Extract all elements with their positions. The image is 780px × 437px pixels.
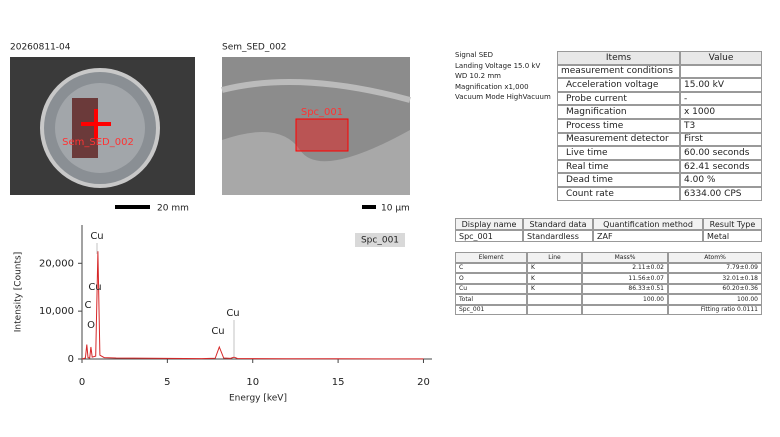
table-cell: 32.01±0.18	[668, 273, 762, 284]
peak-label: Cu	[226, 308, 239, 319]
table-cell	[527, 304, 582, 315]
image-label: 20260811-04	[10, 43, 71, 53]
metadata-line: Landing Voltage 15.0 kV	[455, 61, 541, 70]
sem-texture	[222, 130, 410, 195]
peak-label: Cu	[211, 326, 224, 337]
table-header: Line	[527, 252, 582, 263]
table-cell: Live time	[557, 146, 680, 160]
table-cell: K	[527, 283, 582, 294]
table-cell: 62.41 seconds	[680, 159, 762, 174]
table-cell: measurement conditions	[557, 64, 680, 79]
spectrum-line	[81, 251, 424, 360]
table-header: Mass%	[582, 252, 668, 263]
table-cell: First	[680, 132, 762, 147]
x-axis-label: Energy [keV]	[229, 394, 287, 404]
table-cell: 60.20±0.36	[668, 283, 762, 294]
table-cell: 7.79±0.09	[668, 262, 762, 273]
sample-stub	[55, 83, 145, 173]
table-cell: T3	[680, 119, 762, 133]
scale-label: 20 mm	[157, 204, 189, 214]
sample	[72, 98, 98, 158]
table-header: Atom%	[668, 252, 762, 263]
peak-label: Cu	[88, 282, 101, 293]
table-header: Value	[680, 51, 762, 65]
table-cell: Real time	[557, 159, 680, 174]
table-cell: Metal	[703, 230, 762, 242]
table-cell: Process time	[557, 119, 680, 133]
table-cell: K	[527, 273, 582, 284]
table-cell: 86.33±0.51	[582, 283, 668, 294]
crosshair	[81, 109, 111, 139]
table-cell: Total	[455, 294, 527, 305]
table-cell: Fitting ratio 0.0111	[668, 304, 762, 315]
table-cell: Magnification	[557, 105, 680, 119]
y-tick-label: 20,000	[39, 258, 74, 269]
table-cell	[527, 294, 582, 305]
scale-bar	[115, 205, 150, 209]
table-header: Items	[557, 51, 680, 65]
table-cell: C	[455, 262, 527, 273]
table-cell: x 1000	[680, 105, 762, 119]
analysis-region	[295, 118, 349, 152]
table-cell: Standardless	[523, 230, 593, 242]
table-cell: Measurement detector	[557, 132, 680, 147]
table-cell	[582, 304, 668, 315]
table-cell: Spc_001	[455, 230, 523, 242]
table-cell: Spc_001	[455, 304, 527, 315]
peak-label: O	[87, 320, 95, 331]
x-tick-label: 15	[332, 377, 345, 388]
peak-label: Cu	[90, 231, 103, 242]
table-cell: Acceleration voltage	[557, 78, 680, 92]
table-cell: 4.00 %	[680, 173, 762, 187]
peak-label: C	[85, 300, 92, 311]
table-cell: Count rate	[557, 187, 680, 201]
table-cell: 60.00 seconds	[680, 146, 762, 160]
table-cell	[680, 64, 762, 79]
table-cell: K	[527, 262, 582, 273]
table-cell: 100.00	[582, 294, 668, 305]
table-cell: 11.56±0.07	[582, 273, 668, 284]
table-cell: O	[455, 273, 527, 284]
table-cell: 100.00	[668, 294, 762, 305]
table-cell: Cu	[455, 283, 527, 294]
table-header: Display name	[455, 218, 523, 230]
image-label: Sem_SED_002	[222, 43, 287, 53]
y-tick-label: 0	[68, 354, 74, 365]
sem-texture	[221, 79, 411, 103]
table-header: Element	[455, 252, 527, 263]
metadata-line: Vacuum Mode HighVacuum	[455, 93, 551, 101]
scale-label: 10 μm	[381, 204, 410, 214]
scale-bar	[362, 205, 376, 209]
table-cell: 6334.00 CPS	[680, 187, 762, 201]
table-cell: Dead time	[557, 173, 680, 187]
metadata-line: Signal SED	[455, 51, 493, 59]
metadata-line: Magnification x1,000	[455, 82, 529, 91]
chart-title: Spc_001	[361, 236, 399, 246]
image-overlay: Spc_001	[301, 107, 343, 118]
x-tick-label: 0	[79, 377, 85, 388]
table-cell: 2.11±0.02	[582, 262, 668, 273]
y-axis-label: Intensity [Counts]	[14, 252, 24, 332]
table-header: Result Type	[703, 218, 762, 230]
table-header: Standard data	[523, 218, 593, 230]
y-tick-label: 10,000	[39, 306, 74, 317]
x-tick-label: 10	[246, 377, 259, 388]
spectrum-label-box	[355, 233, 405, 247]
image-overlay: Sem_SED_002	[62, 137, 134, 148]
metadata-line: WD 10.2 mm	[455, 72, 501, 80]
table-cell: -	[680, 91, 762, 106]
table-header: Quantification method	[593, 218, 703, 230]
x-tick-label: 20	[417, 377, 430, 388]
table-cell: ZAF	[593, 230, 703, 242]
x-tick-label: 5	[164, 377, 170, 388]
table-cell: 15.00 kV	[680, 78, 762, 92]
table-cell: Probe current	[557, 91, 680, 106]
